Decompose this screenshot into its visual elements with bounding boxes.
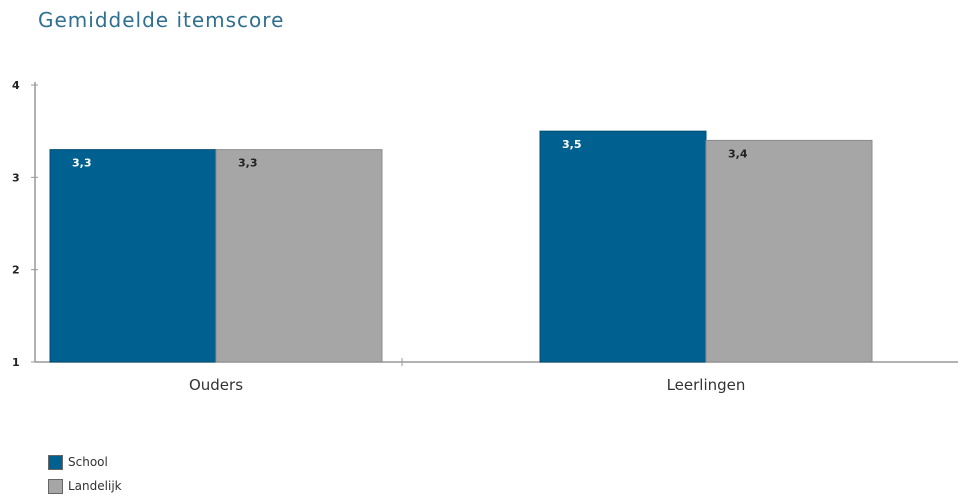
- legend-label-school: School: [68, 455, 108, 469]
- legend-label-landelijk: Landelijk: [68, 479, 122, 493]
- x-category-label: Ouders: [189, 376, 243, 394]
- data-label: 3,5: [562, 138, 582, 151]
- bar-school-leerlingen: [539, 130, 707, 363]
- chart-legend: School Landelijk: [48, 450, 122, 498]
- chart-title: Gemiddelde itemscore: [38, 8, 285, 32]
- legend-swatch-landelijk: [48, 478, 63, 494]
- y-tick-label: 2: [12, 264, 20, 277]
- chart-labels: 1 2 3 4 3,3 3,3 Ouders 3,5 3,4 Leerlingen: [12, 79, 748, 394]
- y-tick-label: 1: [12, 356, 20, 369]
- bar-school-ouders: [49, 149, 217, 363]
- bar-landelijk-leerlingen: [705, 139, 873, 363]
- x-category-label: Leerlingen: [667, 376, 746, 394]
- chart-bars: [49, 130, 873, 363]
- legend-swatch-school: [48, 454, 63, 470]
- legend-item-landelijk: Landelijk: [48, 474, 122, 498]
- y-tick-label: 3: [12, 171, 20, 184]
- legend-item-school: School: [48, 450, 122, 474]
- data-label: 3,3: [238, 157, 258, 170]
- data-label: 3,4: [728, 147, 748, 160]
- data-label: 3,3: [72, 157, 92, 170]
- y-tick-label: 4: [12, 79, 20, 92]
- bar-landelijk-ouders: [215, 149, 383, 363]
